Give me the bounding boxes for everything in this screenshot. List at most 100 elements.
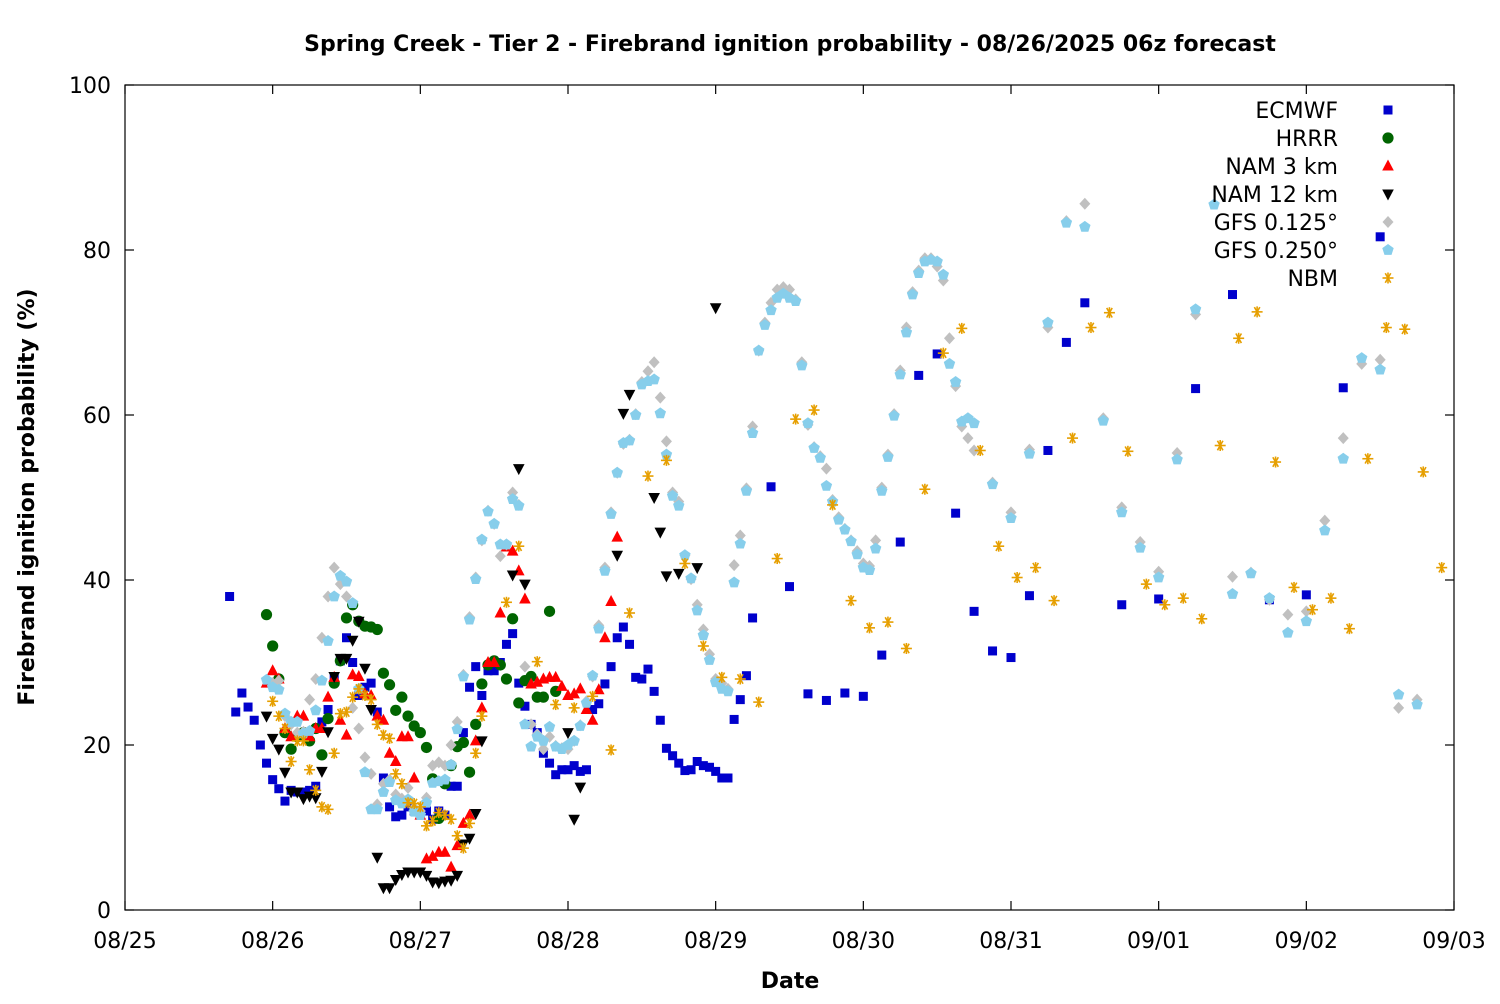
data-point [790, 413, 802, 425]
data-point [476, 710, 488, 722]
data-point [931, 255, 943, 267]
data-point [1374, 353, 1386, 366]
data-point [322, 803, 334, 815]
data-point [457, 670, 470, 682]
data-point [974, 444, 986, 456]
data-point [1288, 581, 1300, 593]
data-point [291, 787, 304, 799]
data-point [519, 660, 531, 673]
data-point [821, 695, 831, 705]
data-point [820, 462, 832, 475]
data-point [882, 451, 894, 462]
data-point [581, 765, 591, 775]
data-point [545, 758, 555, 768]
data-point [771, 553, 783, 565]
data-point [445, 860, 457, 872]
data-point [629, 409, 642, 420]
data-point [587, 690, 599, 702]
data-point [746, 427, 759, 438]
data-point [594, 699, 604, 709]
data-point [273, 683, 285, 695]
data-point [606, 662, 616, 672]
data-point [698, 761, 708, 771]
data-point [273, 710, 285, 722]
x-tick-label: 08/26 [241, 929, 304, 954]
data-point [342, 633, 351, 643]
data-point [575, 766, 585, 776]
data-point [586, 669, 599, 681]
data-point [451, 715, 463, 728]
plot-frame [124, 84, 1455, 911]
data-point [765, 304, 777, 316]
data-point [341, 706, 352, 718]
data-point [316, 801, 328, 813]
data-point [402, 781, 414, 794]
data-point [919, 483, 931, 495]
data-point [1080, 298, 1090, 308]
data-point [1319, 514, 1331, 527]
data-point [654, 391, 666, 404]
data-point [654, 407, 666, 419]
y-tick-label: 100 [69, 74, 111, 99]
data-point [1300, 605, 1312, 618]
data-point [748, 613, 758, 623]
data-point [439, 773, 451, 785]
data-point [243, 702, 253, 712]
data-point [599, 564, 611, 576]
data-point [519, 579, 531, 591]
data-point [1060, 216, 1073, 228]
data-point [322, 727, 334, 739]
data-point [267, 695, 279, 707]
data-point [262, 758, 272, 768]
data-point [648, 493, 660, 504]
data-point [225, 592, 235, 601]
legend-label: GFS 0.250° [1214, 239, 1338, 264]
data-point [353, 722, 365, 735]
data-point [943, 357, 956, 369]
legend-label: NBM [1287, 267, 1338, 292]
data-point [863, 564, 876, 575]
data-point [728, 576, 740, 588]
y-tick-label: 20 [83, 734, 111, 759]
data-point [968, 417, 980, 429]
data-point [519, 592, 531, 604]
data-point [464, 817, 476, 829]
data-point [267, 640, 279, 652]
data-point [568, 687, 580, 699]
data-point [341, 590, 352, 603]
data-point [1319, 524, 1331, 536]
data-point [402, 710, 414, 722]
data-point [445, 758, 457, 770]
data-point [260, 609, 273, 621]
data-point [525, 670, 537, 683]
data-point [420, 741, 433, 754]
data-point [723, 773, 733, 783]
data-point [273, 744, 285, 756]
data-point [827, 499, 839, 511]
data-point [317, 717, 327, 727]
data-point [427, 815, 439, 827]
data-point [789, 295, 802, 306]
data-point [1270, 456, 1282, 468]
data-point [735, 695, 745, 705]
data-point [1338, 383, 1348, 393]
x-tick-label: 09/01 [1127, 929, 1190, 954]
data-point [1103, 307, 1115, 319]
data-point [1043, 445, 1053, 455]
data-point [1140, 578, 1152, 590]
data-point [297, 735, 309, 747]
data-point [1263, 592, 1276, 603]
data-point [354, 691, 364, 700]
data-point [489, 666, 499, 676]
data-point [531, 675, 544, 687]
data-point [623, 434, 636, 446]
data-point [488, 517, 500, 529]
data-point [334, 713, 347, 725]
data-point [913, 267, 925, 278]
data-point [237, 688, 247, 698]
data-point [328, 672, 340, 684]
series-gfs-0-250- [260, 198, 1423, 820]
data-point [543, 720, 556, 732]
data-point [937, 347, 949, 359]
